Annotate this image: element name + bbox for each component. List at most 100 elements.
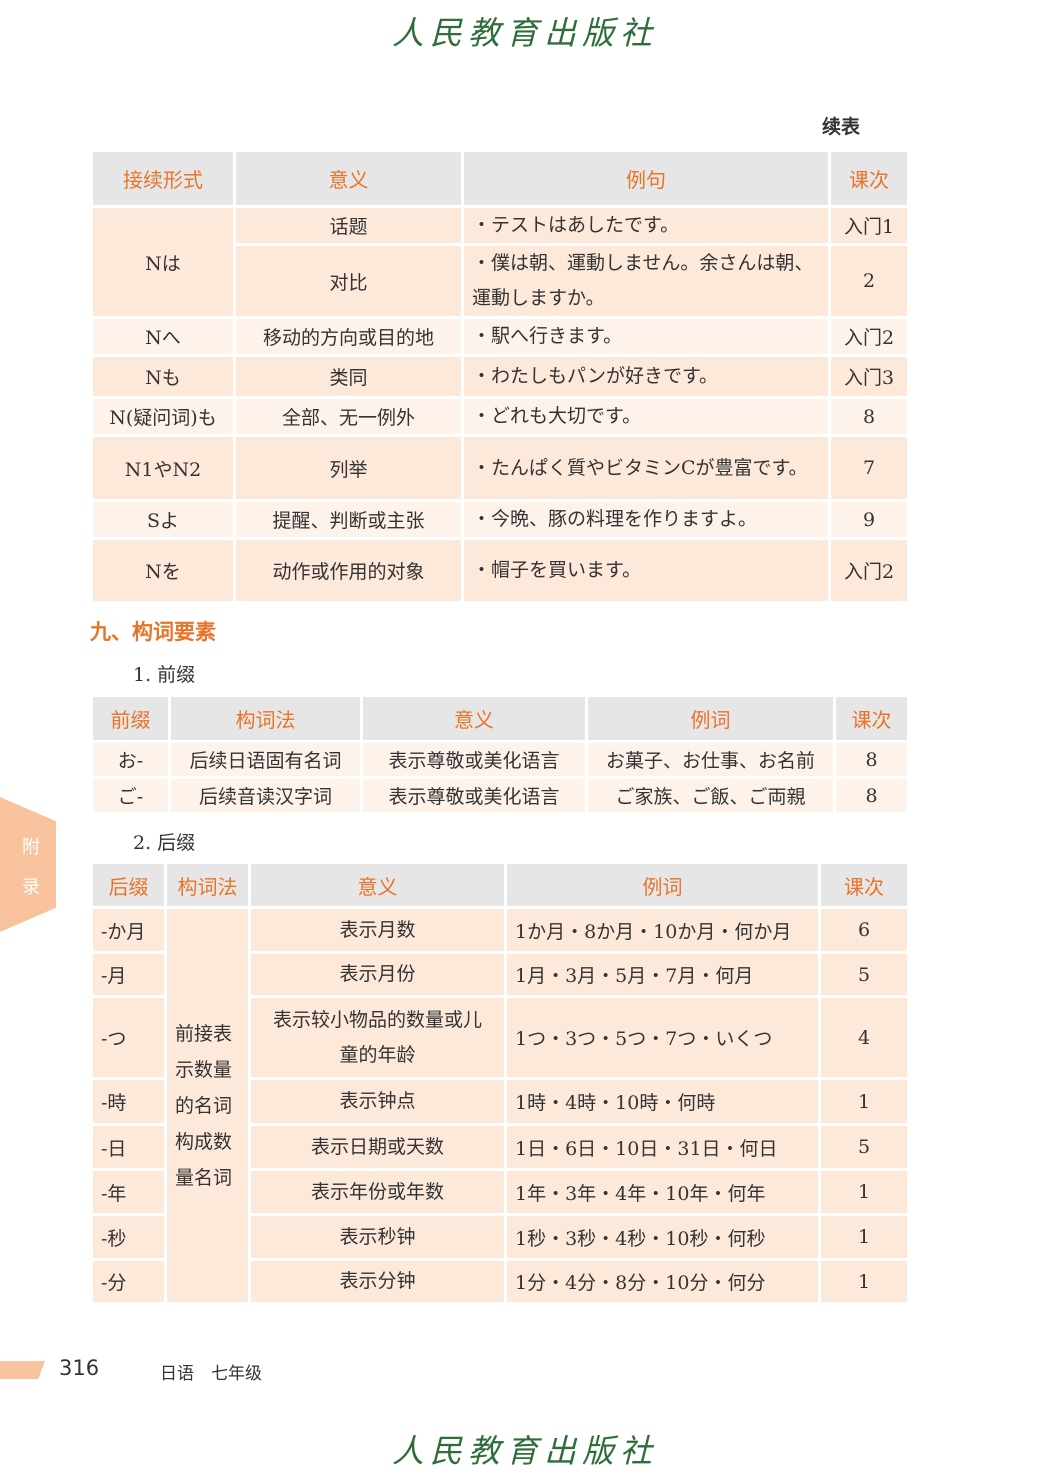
example-cell: 1秒・3秒・4秒・10秒・何秒: [507, 1216, 818, 1258]
lesson-cell: 1: [821, 1261, 907, 1302]
suffix-table: 后缀 构词法 意义 例词 课次 -か月 前接表示数量的名词构成数量名词 表示月数 1か…: [90, 861, 910, 1305]
footer-bar: [0, 1361, 45, 1379]
meaning-cell: 表示日期或天数: [251, 1126, 504, 1168]
header-suffix: 后缀: [93, 864, 164, 906]
prefix-cell: お-: [93, 743, 168, 776]
table-row: 对比 ・僕は朝、運動しません。余さんは朝、運動しますか。 2: [93, 246, 907, 316]
example-cell: ・たんぱく質やビタミンCが豊富です。: [464, 437, 828, 499]
table-row: N(疑问词)も 全部、无一例外 ・どれも大切です。 8: [93, 399, 907, 434]
header-lesson: 课次: [836, 697, 907, 740]
meaning-cell: 提醒、判断或主张: [236, 502, 461, 537]
header-example: 例词: [588, 697, 833, 740]
particles-table: 接续形式 意义 例句 课次 Nは 话题 ・テストはあしたです。 入门1 对比 ・…: [90, 149, 910, 604]
suffix-cell: -分: [93, 1261, 164, 1302]
suffix-cell: -年: [93, 1171, 164, 1213]
lesson-cell: 入门3: [831, 357, 907, 396]
lesson-cell: 入门2: [831, 319, 907, 354]
example-cell: 1月・3月・5月・7月・何月: [507, 954, 818, 995]
appendix-side-tab[interactable]: 附 录: [0, 797, 56, 932]
header-example: 例词: [507, 864, 818, 906]
lesson-cell: 1: [821, 1216, 907, 1258]
method-cell: 后续音读汉字词: [171, 779, 360, 812]
form-cell: N(疑问词)も: [93, 399, 233, 434]
form-cell: Nも: [93, 357, 233, 396]
table-row: -時 表示钟点 1時・4時・10時・何時 1: [93, 1080, 907, 1123]
example-cell: 1年・3年・4年・10年・何年: [507, 1171, 818, 1213]
meaning-cell: 全部、无一例外: [236, 399, 461, 434]
lesson-cell: 8: [836, 743, 907, 776]
lesson-cell: 5: [821, 954, 907, 995]
header-meaning: 意义: [251, 864, 504, 906]
page-number: 316: [59, 1356, 100, 1380]
form-cell: Sよ: [93, 502, 233, 537]
example-cell: 1分・4分・8分・10分・何分: [507, 1261, 818, 1302]
table-row: -か月 前接表示数量的名词构成数量名词 表示月数 1か月・8か月・10か月・何か月 6: [93, 909, 907, 1302]
example-cell: お菓子、お仕事、お名前: [588, 743, 833, 776]
meaning-cell: 列举: [236, 437, 461, 499]
example-cell: ・今晩、豚の料理を作りますよ。: [464, 502, 828, 537]
method-cell: 前接表示数量的名词构成数量名词: [167, 909, 248, 1302]
prefix-cell: ご-: [93, 779, 168, 812]
lesson-cell: 1: [821, 1171, 907, 1213]
example-cell: ・どれも大切です。: [464, 399, 828, 434]
suffix-cell: -日: [93, 1126, 164, 1168]
form-cell: Nは: [93, 208, 233, 316]
subsection-prefix: 1. 前缀: [133, 664, 196, 686]
meaning-cell: 动作或作用的对象: [236, 540, 461, 601]
method-cell: 后续日语固有名词: [171, 743, 360, 776]
book-title: 日语 七年级: [160, 1364, 262, 1384]
lesson-cell: 2: [831, 246, 907, 316]
example-cell: 1日・6日・10日・31日・何日: [507, 1126, 818, 1168]
meaning-cell: 表示较小物品的数量或儿童的年龄: [251, 998, 504, 1077]
table-row: Nは 话题 ・テストはあしたです。 入门1: [93, 208, 907, 316]
table-row: -年 表示年份或年数 1年・3年・4年・10年・何年 1: [93, 1171, 907, 1213]
lesson-cell: 9: [831, 502, 907, 537]
lesson-cell: 入门2: [831, 540, 907, 601]
form-cell: N1やN2: [93, 437, 233, 499]
meaning-cell: 表示秒钟: [251, 1216, 504, 1258]
header-method: 构词法: [171, 697, 360, 740]
suffix-cell: -か月: [93, 909, 164, 951]
meaning-cell: 表示月份: [251, 954, 504, 995]
meaning-cell: 话题: [236, 208, 461, 243]
lesson-cell: 8: [836, 779, 907, 812]
lesson-cell: 7: [831, 437, 907, 499]
header-method: 构词法: [167, 864, 248, 906]
header-example: 例句: [464, 152, 828, 205]
subsection-suffix: 2. 后缀: [133, 832, 196, 854]
example-cell: ・テストはあしたです。: [464, 208, 828, 243]
header-lesson: 课次: [821, 864, 907, 906]
meaning-cell: 表示尊敬或美化语言: [363, 779, 585, 812]
table-row: N1やN2 列举 ・たんぱく質やビタミンCが豊富です。 7: [93, 437, 907, 499]
header-form: 接续形式: [93, 152, 233, 205]
continued-label: 续表: [822, 116, 861, 138]
section-title: 九、构词要素: [90, 620, 216, 644]
lesson-cell: 入门1: [831, 208, 907, 243]
example-cell: 1時・4時・10時・何時: [507, 1080, 818, 1123]
table-row: -つ 表示较小物品的数量或儿童的年龄 1つ・3つ・5つ・7つ・いくつ 4: [93, 998, 907, 1077]
suffix-cell: -秒: [93, 1216, 164, 1258]
publisher-logo-bottom: 人民教育出版社: [391, 1432, 658, 1470]
meaning-cell: 表示月数: [251, 909, 504, 951]
table-row: Nへ 移动的方向或目的地 ・駅へ行きます。 入门2: [93, 319, 907, 354]
table-row: Nを 动作或作用的对象 ・帽子を買います。 入门2: [93, 540, 907, 601]
table-row: Nも 类同 ・わたしもパンが好きです。 入门3: [93, 357, 907, 396]
header-prefix: 前缀: [93, 697, 168, 740]
example-cell: ・帽子を買います。: [464, 540, 828, 601]
prefix-table: 前缀 构词法 意义 例词 课次 お- 后续日语固有名词 表示尊敬或美化语言 お菓…: [90, 694, 910, 815]
lesson-cell: 6: [821, 909, 907, 951]
example-cell: ・駅へ行きます。: [464, 319, 828, 354]
form-cell: Nを: [93, 540, 233, 601]
publisher-logo-top: 人民教育出版社: [391, 14, 658, 52]
table-row: Sよ 提醒、判断或主张 ・今晩、豚の料理を作りますよ。 9: [93, 502, 907, 537]
lesson-cell: 4: [821, 998, 907, 1077]
suffix-cell: -時: [93, 1080, 164, 1123]
meaning-cell: 表示钟点: [251, 1080, 504, 1123]
table-row: -秒 表示秒钟 1秒・3秒・4秒・10秒・何秒 1: [93, 1216, 907, 1258]
header-meaning: 意义: [363, 697, 585, 740]
table-row: -日 表示日期或天数 1日・6日・10日・31日・何日 5: [93, 1126, 907, 1168]
meaning-cell: 类同: [236, 357, 461, 396]
table-row: お- 后续日语固有名词 表示尊敬或美化语言 お菓子、お仕事、お名前 8: [93, 743, 907, 776]
table-row: -月 表示月份 1月・3月・5月・7月・何月 5: [93, 954, 907, 995]
